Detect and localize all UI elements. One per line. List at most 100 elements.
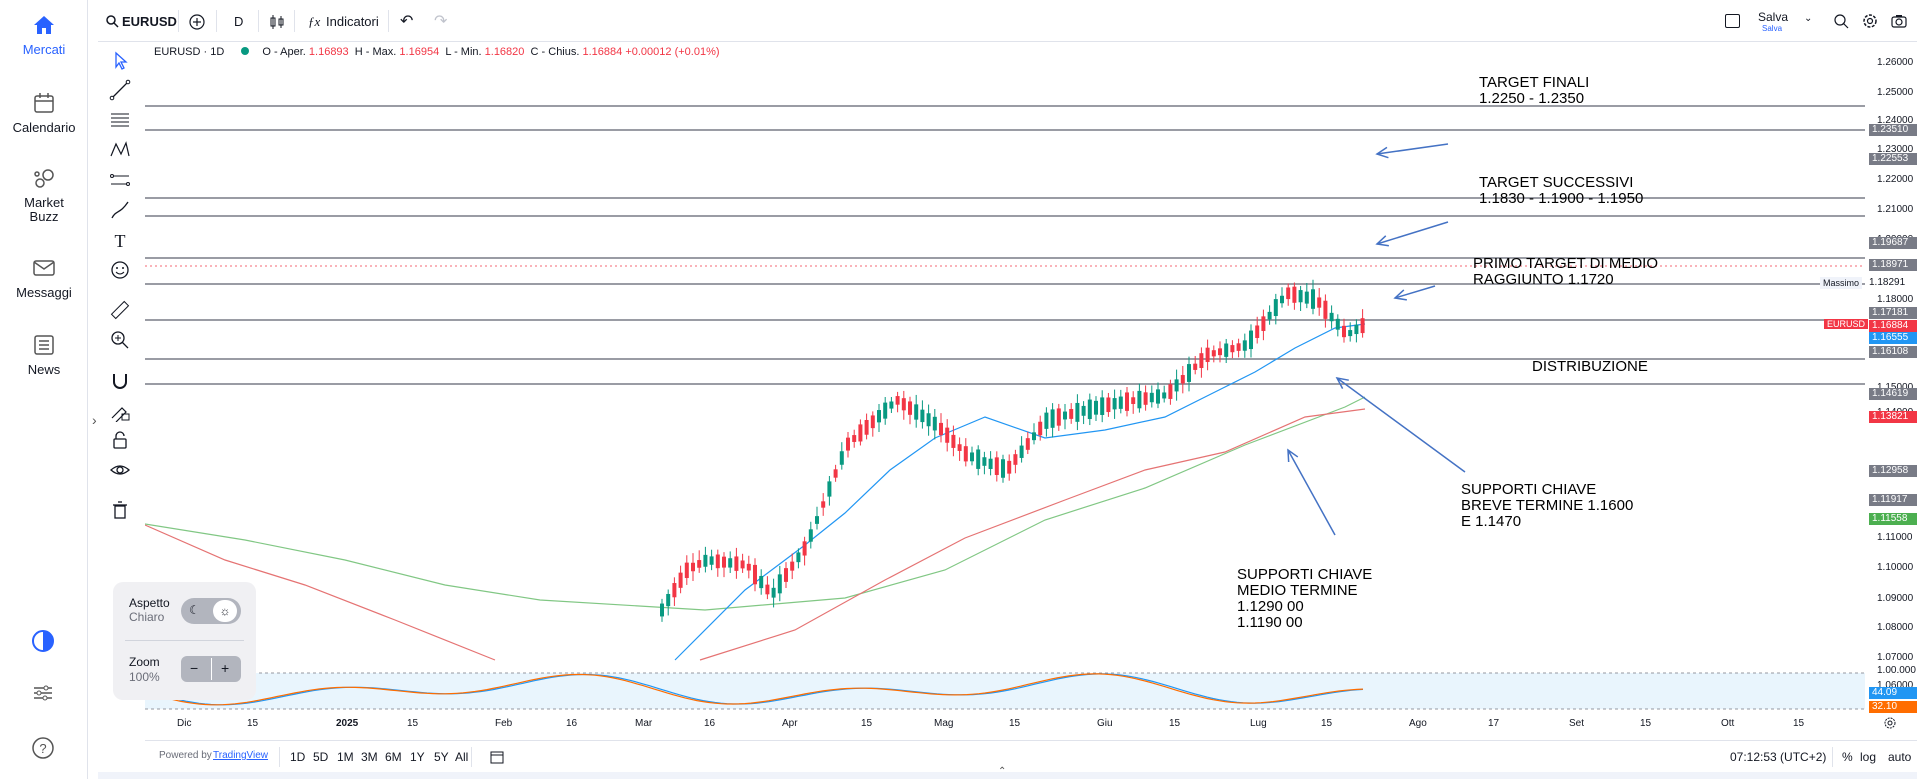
add-symbol-icon[interactable] [188,13,206,31]
nav-calendario[interactable]: Calendario [0,90,88,135]
candle-body [1230,345,1235,353]
save-button[interactable]: Salva [1758,10,1789,24]
range-button-5d[interactable]: 5D [313,750,329,764]
projection-icon[interactable] [108,168,132,192]
camera-icon[interactable] [1890,12,1908,30]
log-toggle[interactable]: log [1860,750,1877,764]
range-button-1y[interactable]: 1Y [410,750,425,764]
theme-switch[interactable]: ☾ ☼ [181,598,241,624]
candle-body [821,501,826,508]
time-tick: Dic [177,718,192,729]
settings-sliders-icon[interactable] [30,680,56,706]
candle-body [1360,318,1365,334]
time-tick: 16 [566,718,578,729]
left-nav: Mercati Calendario Market Buzz Messaggi … [0,0,88,779]
auto-toggle[interactable]: auto [1888,750,1912,764]
nav-label-market-buzz: Market Buzz [24,195,64,224]
time-tick: 16 [704,718,716,729]
help-icon[interactable]: ? [30,735,56,761]
interval-button[interactable]: D [234,14,244,29]
candle-body [1317,297,1322,308]
level-badge: 1.16555 [1869,332,1917,344]
time-axis[interactable]: Dic 15 2025 15 Feb 16 Mar 16 Apr 15 Mag 15 Giu 15 Lug 1… [145,715,1865,735]
price-chart[interactable] [145,42,1865,739]
candle-body [684,562,689,579]
candle-body [759,575,764,589]
symbol-search[interactable]: EURUSD [122,14,177,29]
percent-toggle[interactable]: % [1842,750,1853,764]
range-button-3m[interactable]: 3M [361,750,378,764]
theme-toggle-icon[interactable] [30,628,56,654]
indicators-button[interactable]: Indicatori [326,14,379,29]
chevron-down-icon[interactable]: ⌄ [1804,13,1813,24]
level-badge: 1.18971 [1869,259,1917,271]
nav-mercati[interactable]: Mercati [0,12,88,57]
candle-body [1292,286,1297,303]
ma-100-line-right [699,408,1366,661]
alert-icon[interactable] [1832,12,1850,30]
mail-icon [33,260,55,276]
trend-line-icon[interactable] [108,78,132,102]
gear-icon[interactable] [1861,12,1879,30]
candle-body [1218,348,1222,356]
zoom-in-icon[interactable] [108,328,132,352]
text-icon[interactable]: T [108,228,132,252]
candle-body [1273,299,1278,317]
range-button-1m[interactable]: 1M [337,750,354,764]
price-axis[interactable]: 1.26000 1.25000 1.24000 1.23000 1.22000 1.210… [1865,42,1917,732]
ohlc-legend: EURUSD · 1D O - Aper. 1.16893 H - Max. 1… [154,46,720,58]
date-range-icon[interactable] [489,749,505,765]
legend-symbol[interactable]: EURUSD · 1D [154,46,225,58]
arrow-primo-target [1394,285,1436,299]
moon-icon: ☾ [189,603,200,617]
undo-icon[interactable]: ↶ [400,13,414,30]
clock[interactable]: 07:12:53 (UTC+2) [1730,750,1827,764]
legend-close: 1.16884 [582,46,623,58]
nav-market-buzz[interactable]: Market Buzz [0,166,88,224]
tradingview-link[interactable]: TradingView [213,750,269,761]
symbol-price-badge: EURUSD [1824,319,1869,329]
range-button-6m[interactable]: 6M [385,750,402,764]
legend-high: 1.16954 [399,46,440,58]
candle-body [864,419,869,435]
lock-icon[interactable] [108,428,132,452]
nav-news[interactable]: News [0,332,88,377]
candle-body [1180,375,1185,384]
oscillator-badge: 44.09 [1869,687,1917,699]
fib-retracement-icon[interactable] [108,108,132,132]
ruler-icon[interactable] [108,298,132,322]
nav-messaggi[interactable]: Messaggi [0,255,88,300]
magnet-icon[interactable] [108,368,132,392]
level-badge: 1.23510 [1869,124,1917,136]
zoom-in-button[interactable]: + [221,660,230,676]
eye-icon[interactable] [108,458,132,482]
range-button-all[interactable]: All [455,750,469,764]
zoom-out-button[interactable]: − [190,660,199,676]
time-tick: Apr [782,718,798,729]
price-tick: 1.00.000 [1877,665,1916,676]
emoji-icon[interactable] [108,258,132,282]
cursor-icon[interactable] [108,48,132,72]
oscillator-badge: 32.10 [1869,701,1917,713]
lock-drawing-icon[interactable] [108,398,132,422]
pattern-icon[interactable] [108,138,132,162]
candle-body [877,410,881,423]
redo-icon[interactable]: ↷ [434,13,448,30]
range-button-1d[interactable]: 1D [290,750,306,764]
bottom-panel-handle[interactable]: ⌃ [98,766,1917,779]
level-badge: 1.13821 [1869,411,1917,423]
arrow-supporti-breve-head [1335,376,1349,389]
collapse-toolbar-icon[interactable]: › [92,412,97,428]
brush-icon[interactable] [108,198,132,222]
candle-body [1187,364,1191,382]
legend-change: +0.00012 (+0.01%) [625,46,720,58]
candle-body [1261,316,1266,331]
sun-icon: ☼ [213,600,237,622]
candle-body [784,568,788,582]
layout-icon[interactable] [1725,14,1740,28]
svg-text:?: ? [39,741,46,756]
candles-icon[interactable] [268,13,286,31]
trash-icon[interactable] [108,498,132,522]
range-button-5y[interactable]: 5Y [434,750,449,764]
time-axis-settings-icon[interactable] [1883,716,1897,730]
